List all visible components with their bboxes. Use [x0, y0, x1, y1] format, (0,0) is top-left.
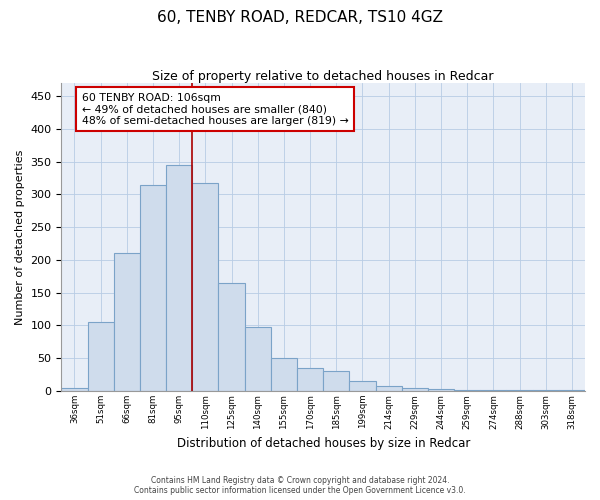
X-axis label: Distribution of detached houses by size in Redcar: Distribution of detached houses by size … [176, 437, 470, 450]
Bar [245, 327, 271, 391]
Bar [88, 322, 114, 391]
Text: 60, TENBY ROAD, REDCAR, TS10 4GZ: 60, TENBY ROAD, REDCAR, TS10 4GZ [157, 10, 443, 25]
Bar [166, 165, 193, 391]
Bar [271, 358, 297, 391]
Bar [428, 389, 454, 391]
Bar [323, 372, 349, 391]
Y-axis label: Number of detached properties: Number of detached properties [15, 150, 25, 324]
Text: 60 TENBY ROAD: 106sqm
← 49% of detached houses are smaller (840)
48% of semi-det: 60 TENBY ROAD: 106sqm ← 49% of detached … [82, 93, 349, 126]
Bar [297, 368, 323, 391]
Bar [533, 390, 559, 391]
Bar [61, 388, 88, 391]
Bar [218, 283, 245, 391]
Bar [480, 390, 506, 391]
Bar [454, 390, 480, 391]
Bar [376, 386, 402, 391]
Bar [402, 388, 428, 391]
Title: Size of property relative to detached houses in Redcar: Size of property relative to detached ho… [152, 70, 494, 83]
Bar [140, 184, 166, 391]
Bar [349, 381, 376, 391]
Bar [506, 390, 533, 391]
Bar [559, 390, 585, 391]
Bar [193, 182, 218, 391]
Bar [114, 254, 140, 391]
Text: Contains HM Land Registry data © Crown copyright and database right 2024.
Contai: Contains HM Land Registry data © Crown c… [134, 476, 466, 495]
